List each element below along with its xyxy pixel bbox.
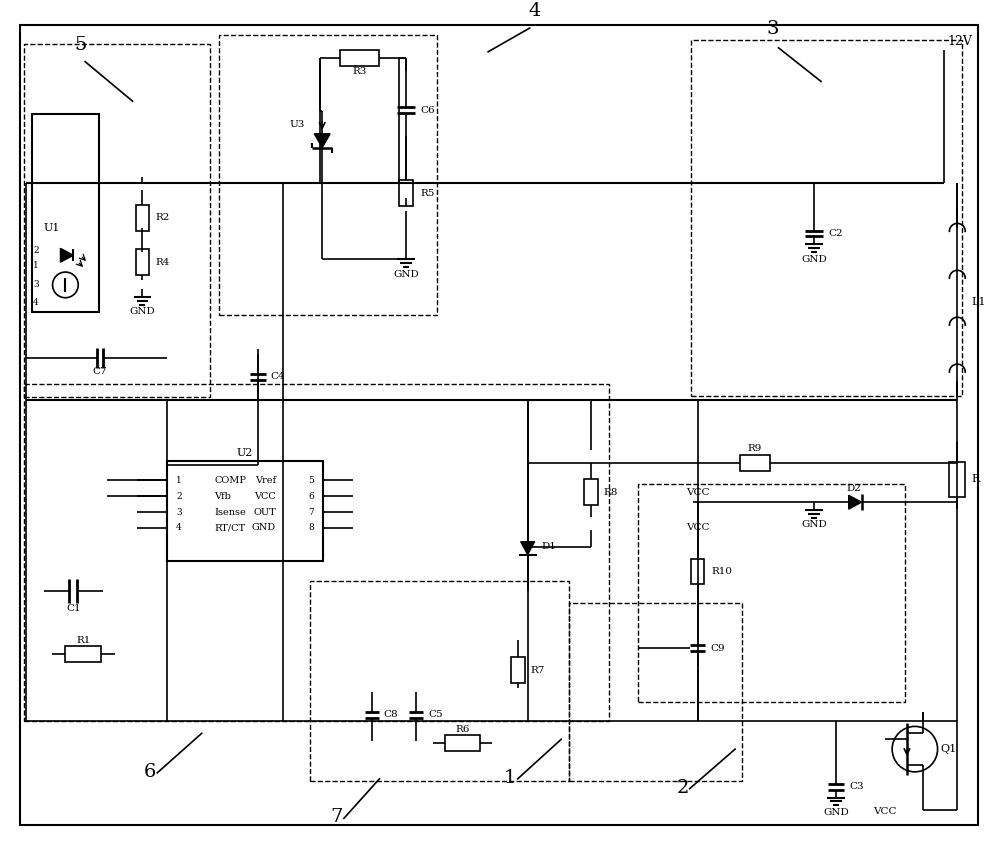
Text: 2: 2 (677, 779, 689, 796)
Text: 2: 2 (33, 246, 39, 255)
Text: 4: 4 (176, 523, 182, 532)
Bar (136, 249, 149, 275)
Text: VCC: VCC (873, 807, 897, 816)
Bar (691, 40, 962, 395)
Bar (949, 462, 965, 497)
Text: R3: R3 (353, 67, 367, 76)
Text: C7: C7 (93, 368, 107, 376)
Bar (219, 35, 437, 315)
Text: 12V: 12V (947, 35, 972, 49)
Polygon shape (521, 542, 535, 554)
Text: D1: D1 (541, 542, 556, 551)
Text: C6: C6 (420, 106, 435, 114)
Text: GND: GND (823, 808, 849, 817)
Text: 4: 4 (33, 299, 39, 307)
Text: GND: GND (393, 269, 419, 278)
Text: GND: GND (252, 523, 276, 532)
Text: U2: U2 (237, 447, 253, 458)
Text: R2: R2 (155, 214, 170, 222)
Text: R4: R4 (155, 257, 170, 267)
Text: 5: 5 (308, 476, 314, 485)
Text: 6: 6 (309, 492, 314, 500)
Text: GND: GND (801, 521, 827, 530)
Text: Isense: Isense (215, 508, 246, 516)
Text: C3: C3 (850, 782, 864, 791)
Bar (340, 50, 379, 66)
Bar (584, 479, 598, 505)
Bar (511, 658, 525, 683)
Text: C5: C5 (428, 710, 443, 719)
Text: R: R (971, 474, 979, 484)
Text: OUT: OUT (253, 508, 276, 516)
Text: 3: 3 (766, 20, 779, 38)
Text: Vref: Vref (255, 476, 276, 485)
Bar (65, 647, 101, 662)
Polygon shape (314, 134, 330, 148)
Bar (638, 484, 905, 701)
Bar (740, 455, 770, 471)
Text: R9: R9 (748, 444, 762, 453)
Text: 5: 5 (74, 36, 86, 54)
Text: GND: GND (801, 255, 827, 264)
Text: 3: 3 (176, 508, 182, 516)
Bar (24, 44, 210, 398)
Text: 7: 7 (309, 508, 314, 516)
Bar (167, 461, 323, 562)
Bar (136, 205, 149, 230)
Bar (445, 735, 480, 751)
Text: C1: C1 (66, 605, 81, 613)
Text: R5: R5 (420, 188, 434, 198)
Bar (569, 603, 742, 780)
Text: RT/CT: RT/CT (215, 523, 246, 532)
Text: C8: C8 (383, 710, 398, 719)
Text: R1: R1 (76, 636, 90, 645)
Text: R10: R10 (711, 567, 732, 576)
Text: VCC: VCC (254, 492, 276, 500)
Text: U1: U1 (44, 223, 60, 233)
Polygon shape (60, 248, 73, 262)
Text: R6: R6 (455, 725, 470, 734)
Text: L1: L1 (971, 297, 986, 307)
Text: COMP: COMP (215, 476, 247, 485)
Text: VCC: VCC (686, 523, 709, 532)
Bar (24, 383, 609, 722)
Text: R7: R7 (531, 665, 545, 674)
Text: D2: D2 (846, 484, 861, 493)
Text: 1: 1 (176, 476, 182, 485)
Text: C2: C2 (828, 229, 843, 238)
Text: VCC: VCC (686, 488, 709, 497)
Text: 8: 8 (309, 523, 314, 532)
Bar (691, 558, 704, 584)
Text: 1: 1 (504, 769, 516, 786)
Text: 7: 7 (331, 808, 343, 826)
Text: 4: 4 (528, 3, 541, 20)
Bar (310, 581, 569, 780)
Bar (399, 180, 413, 206)
Bar (32, 114, 99, 311)
Text: GND: GND (130, 307, 155, 316)
Text: 1: 1 (33, 261, 39, 270)
Text: C9: C9 (710, 644, 725, 653)
Text: 2: 2 (176, 492, 182, 500)
Polygon shape (849, 495, 862, 509)
Text: U3: U3 (289, 120, 304, 130)
Text: Vfb: Vfb (215, 492, 231, 500)
Text: Q1: Q1 (941, 744, 957, 754)
Text: 3: 3 (33, 280, 39, 289)
Text: 6: 6 (144, 763, 157, 780)
Text: C4: C4 (271, 373, 285, 381)
Text: R8: R8 (604, 488, 618, 497)
